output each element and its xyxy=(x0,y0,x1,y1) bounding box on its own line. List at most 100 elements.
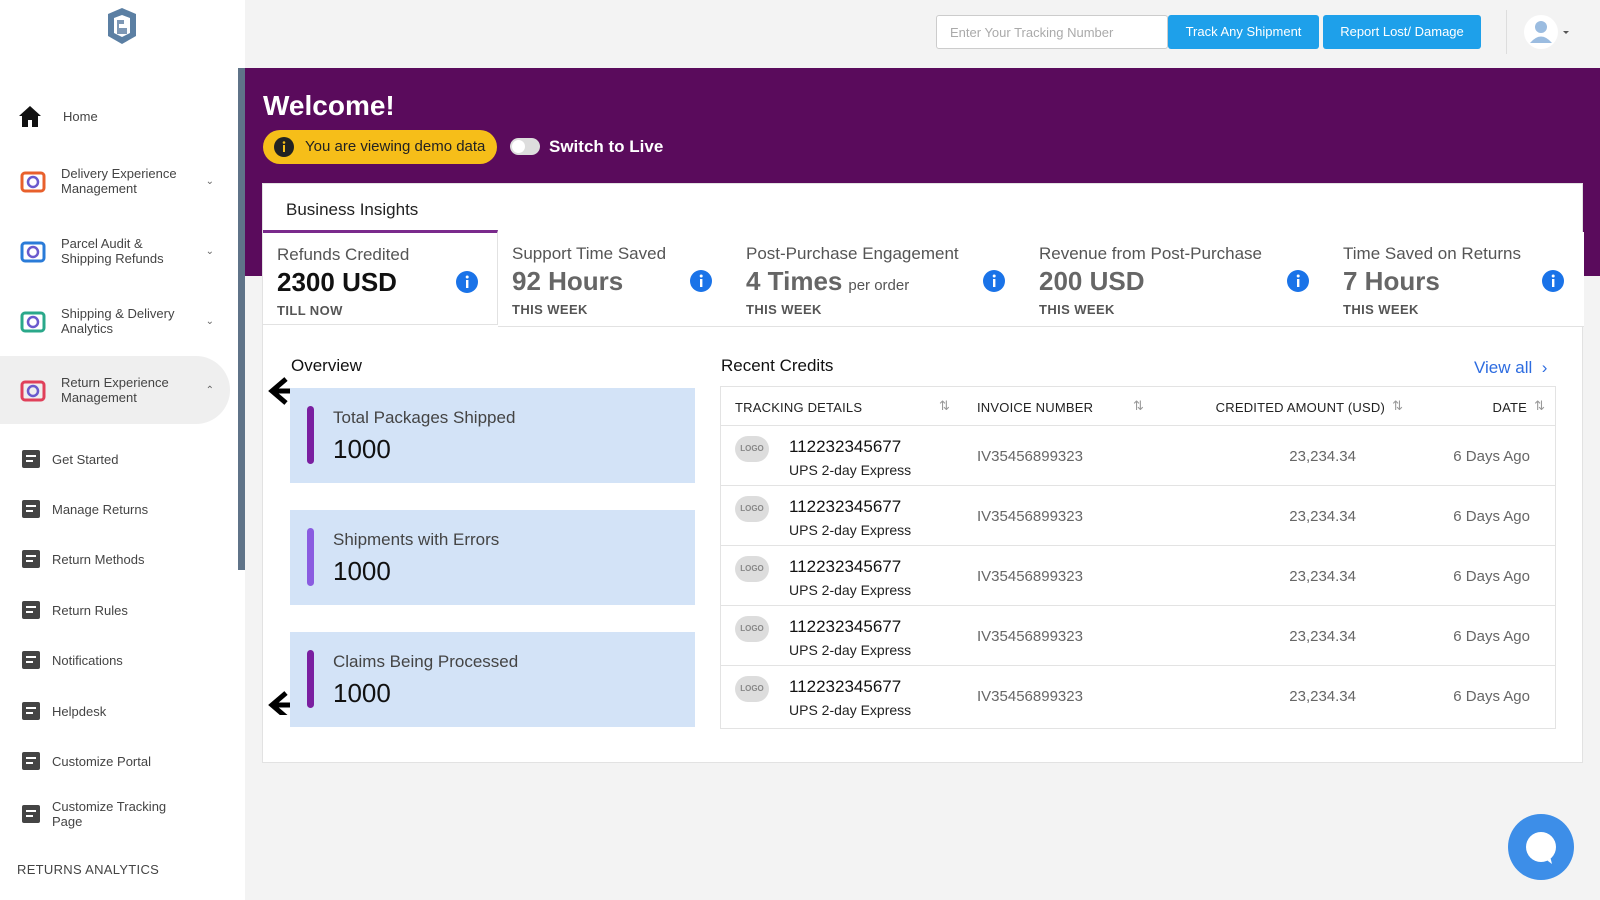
nav-item[interactable]: Customize Portal xyxy=(0,739,230,783)
nav-label: Home xyxy=(63,108,98,124)
insight-label: Refunds Credited xyxy=(277,245,410,264)
nav-item[interactable]: Manage Returns xyxy=(0,487,230,531)
stat-card[interactable]: Total Packages Shipped 1000 xyxy=(290,388,695,483)
invoice: IV35456899323 xyxy=(977,628,1083,645)
info-icon[interactable] xyxy=(456,271,478,293)
logo xyxy=(108,8,136,44)
nav-label: Return Rules xyxy=(52,602,128,618)
carrier-logo: LOGO xyxy=(735,556,769,582)
table-row[interactable]: LOGO 112232345677 UPS 2-day Express IV35456… xyxy=(721,485,1556,545)
avatar-menu[interactable] xyxy=(1523,14,1573,50)
nav-icon xyxy=(22,702,40,720)
nav-label: Notifications xyxy=(52,652,123,668)
insight-card[interactable]: Revenue from Post-Purchase 200 USD THIS WE… xyxy=(1025,232,1329,327)
view-all[interactable]: View all › xyxy=(1474,358,1548,377)
insight-card[interactable]: Post-Purchase Engagement 4 Times per order… xyxy=(732,232,1025,327)
demo-notice: You are viewing demo data xyxy=(263,130,498,164)
insight-period: THIS WEEK xyxy=(512,302,588,317)
insight-suffix: per order xyxy=(848,277,910,294)
carrier-logo: LOGO xyxy=(735,436,769,462)
nav-icon xyxy=(22,500,40,518)
nav-label: Helpdesk xyxy=(52,703,107,719)
tracking-number: 112232345677 xyxy=(789,437,902,456)
chevron[interactable]: ⌄ xyxy=(205,175,214,187)
insight-card[interactable]: Time Saved on Returns 7 Hours THIS WEEK xyxy=(1329,232,1584,327)
stat-label: Total Packages Shipped xyxy=(333,408,516,427)
amount: 23,234.34 xyxy=(1289,508,1356,525)
nav-icon xyxy=(22,805,40,823)
stat-card[interactable]: Shipments with Errors 1000 xyxy=(290,510,695,605)
nav-item[interactable]: Parcel Audit & Shipping Refunds ⌄ xyxy=(0,229,230,273)
nav-item[interactable]: Delivery Experience Management ⌄ xyxy=(0,159,230,203)
insight-period: TILL NOW xyxy=(277,303,343,318)
stat-card[interactable]: Claims Being Processed 1000 xyxy=(290,632,695,727)
live-toggle[interactable] xyxy=(510,138,540,155)
amount: 23,234.34 xyxy=(1289,568,1356,585)
table-row[interactable]: LOGO 112232345677 UPS 2-day Express IV35456… xyxy=(721,605,1556,665)
tracking-input[interactable]: Enter Your Tracking Number xyxy=(936,15,1168,49)
nav-item[interactable]: Customize Tracking Page xyxy=(0,792,230,836)
info-icon xyxy=(274,137,294,157)
chat-button[interactable] xyxy=(1508,814,1574,880)
carrier-logo: LOGO xyxy=(735,496,769,522)
nav-item[interactable]: Return Experience Management ⌃ xyxy=(0,356,230,424)
track-button[interactable]: Track Any Shipment xyxy=(1168,15,1319,49)
nav-label: Delivery Experience Management xyxy=(61,166,177,196)
info-icon[interactable] xyxy=(1287,270,1309,292)
insight-label: Post-Purchase Engagement xyxy=(746,244,959,263)
info-icon[interactable] xyxy=(1542,270,1564,292)
info-icon[interactable] xyxy=(690,270,712,292)
table-row[interactable]: LOGO 112232345677 UPS 2-day Express IV35456… xyxy=(721,545,1556,605)
insight-value-row: 2300 USD xyxy=(277,267,397,298)
insight-card[interactable]: Refunds Credited 2300 USD TILL NOW xyxy=(263,230,498,325)
column-header[interactable]: TRACKING DETAILS xyxy=(735,400,863,415)
demo-text: You are viewing demo data xyxy=(305,138,486,155)
nav-item[interactable]: Get Started xyxy=(0,437,230,481)
invoice: IV35456899323 xyxy=(977,508,1083,525)
insight-period: THIS WEEK xyxy=(746,302,822,317)
nav-item[interactable]: Notifications xyxy=(0,638,230,682)
nav-item[interactable]: Shipping & Delivery Analytics ⌄ xyxy=(0,299,230,343)
scrollbar xyxy=(238,68,245,570)
chevron[interactable]: ⌄ xyxy=(205,245,214,257)
invoice: IV35456899323 xyxy=(977,688,1083,705)
carrier: UPS 2-day Express xyxy=(789,582,912,598)
date: 6 Days Ago xyxy=(1453,628,1530,645)
insight-value-row: 92 Hours xyxy=(512,266,623,297)
carrier-logo: LOGO xyxy=(735,616,769,642)
stat-bar xyxy=(307,406,314,464)
nav-icon xyxy=(22,450,40,468)
table-row[interactable]: LOGO 112232345677 UPS 2-day Express IV35456… xyxy=(721,425,1556,485)
nav-item[interactable]: Return Rules xyxy=(0,588,230,632)
overview-title: Overview xyxy=(291,356,362,375)
view-all-text: View all xyxy=(1474,358,1533,377)
column-header[interactable]: INVOICE NUMBER xyxy=(977,400,1094,415)
stat-value: 1000 xyxy=(333,678,391,708)
insight-label: Revenue from Post-Purchase xyxy=(1039,244,1262,263)
insights-tab[interactable]: Business Insights xyxy=(286,200,419,219)
column-header[interactable]: CREDITED AMOUNT (USD) xyxy=(1215,400,1385,415)
credits-title: Recent Credits xyxy=(721,356,834,375)
nav-item[interactable]: Home xyxy=(0,94,230,138)
stat-label: Shipments with Errors xyxy=(333,530,500,549)
chevron[interactable]: ⌃ xyxy=(205,384,214,396)
insight-label: Support Time Saved xyxy=(512,244,667,263)
nav-icon xyxy=(20,241,46,263)
insight-value-row: 7 Hours xyxy=(1343,266,1440,297)
table-row[interactable]: LOGO 112232345677 UPS 2-day Express IV35456… xyxy=(721,665,1556,725)
sort-icon: ⇅ xyxy=(1133,398,1144,413)
info-icon[interactable] xyxy=(983,270,1005,292)
tracking-number: 112232345677 xyxy=(789,677,902,696)
insight-card[interactable]: Support Time Saved 92 Hours THIS WEEK xyxy=(498,232,732,327)
report-button[interactable]: Report Lost/ Damage xyxy=(1323,15,1481,49)
carrier-logo: LOGO xyxy=(735,676,769,702)
sort-icon: ⇅ xyxy=(939,398,950,413)
nav-item[interactable]: Helpdesk xyxy=(0,689,230,733)
amount: 23,234.34 xyxy=(1289,688,1356,705)
nav-icon xyxy=(22,550,40,568)
column-header[interactable]: DATE xyxy=(1492,400,1527,415)
nav-item[interactable]: Return Methods xyxy=(0,537,230,581)
chevron[interactable]: ⌄ xyxy=(205,315,214,327)
nav-label: Return Methods xyxy=(52,551,145,567)
